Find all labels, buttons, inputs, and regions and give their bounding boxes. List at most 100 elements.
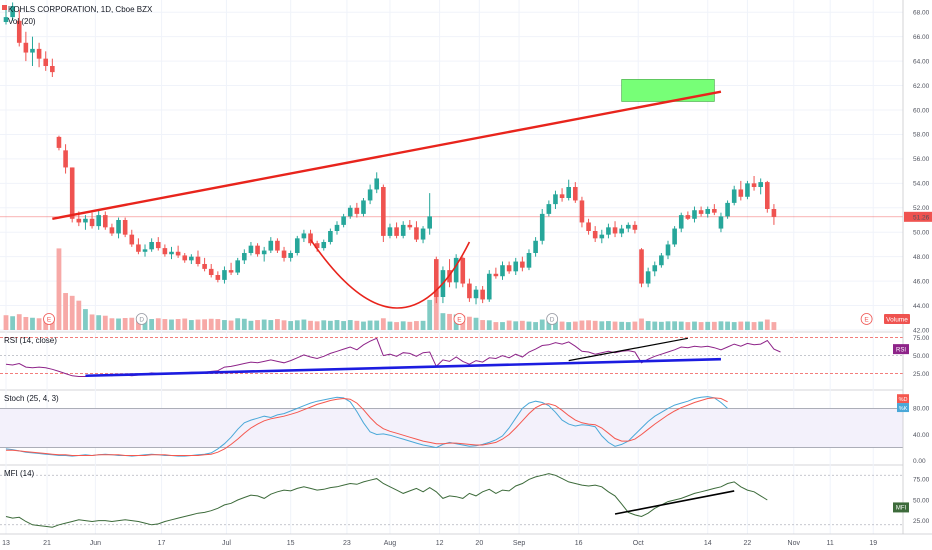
candle-body	[268, 240, 274, 251]
date-tick-label: 14	[704, 540, 712, 547]
indicator-tick-label: 50.00	[913, 353, 930, 360]
volume-bar	[579, 320, 585, 330]
volume-bar	[89, 314, 95, 330]
candle-body	[592, 231, 598, 239]
date-tick-label: 15	[287, 540, 295, 547]
event-marker-label: D	[550, 316, 555, 323]
stoch-k-badge	[897, 403, 909, 413]
volume-bar	[745, 321, 750, 330]
volume-bar	[738, 321, 744, 330]
price-tick-label: 56.00	[913, 156, 930, 163]
volume-bar	[36, 318, 42, 330]
date-tick-label: Sep	[513, 540, 526, 547]
event-marker-label: E	[457, 316, 462, 323]
candle-body	[341, 216, 346, 225]
date-tick-label: Nov	[788, 540, 801, 547]
volume-bar	[142, 318, 148, 330]
mfi-badge-label: MFI	[896, 506, 907, 512]
header-swatch-price	[2, 5, 7, 10]
volume-bar	[665, 321, 671, 330]
candle-body	[678, 215, 684, 229]
grid-lines	[0, 0, 932, 534]
date-tick-label: 20	[475, 540, 483, 547]
candle-body	[480, 289, 485, 300]
candle-body	[513, 261, 519, 272]
volume-bar	[619, 321, 625, 330]
volume-bar	[308, 320, 313, 330]
candle-body	[182, 255, 188, 261]
stoch-pane[interactable]: Stoch (25, 4, 3)	[0, 394, 903, 457]
candle-body	[652, 265, 658, 272]
candle-body	[420, 228, 426, 240]
volume-bar	[374, 320, 380, 330]
candle-body	[725, 202, 730, 217]
mfi-badge	[893, 502, 909, 513]
volume-bar	[486, 320, 492, 330]
date-tick-label: 21	[43, 540, 51, 547]
candle-body	[559, 194, 565, 198]
chart-title[interactable]: KOHLS CORPORATION, 1D, Cboe BZX	[8, 5, 153, 14]
mfi-pane[interactable]: MFI (14)	[0, 469, 903, 528]
candle-body	[195, 256, 201, 264]
volume-bar	[599, 321, 605, 330]
volume-bar	[387, 321, 393, 330]
candle-body	[10, 6, 15, 18]
indicator-tick-label: 25.00	[913, 518, 930, 525]
candle-body	[387, 227, 393, 236]
candle-body	[632, 224, 638, 230]
event-marker-label: E	[864, 316, 869, 323]
volume-bar	[625, 322, 631, 330]
candle-body	[625, 224, 631, 229]
volume-bar	[56, 248, 62, 330]
volume-title[interactable]: Vol (20)	[8, 17, 36, 26]
volume-bar	[427, 299, 433, 330]
candle-body	[50, 66, 55, 73]
candle-body	[96, 215, 101, 227]
volume-bar	[519, 320, 525, 330]
date-tick-label: 11	[827, 540, 834, 547]
volume-bar	[500, 322, 505, 330]
candle-body	[56, 136, 62, 148]
stoch-d-badge-label: %D	[899, 397, 908, 403]
candle-body	[427, 216, 432, 229]
date-axis[interactable]: 13 21 Jun 17 Jul 15 23 Aug 12 20 Sep 16 Oct 14 22 Nov 11…	[2, 540, 877, 547]
candle-body	[698, 210, 704, 214]
candle-body	[367, 189, 373, 201]
earnings-marker	[453, 313, 466, 325]
volume-bar	[23, 316, 29, 330]
candle-body	[738, 189, 744, 197]
date-tick-label: Oct	[633, 540, 644, 547]
candle-body	[685, 215, 691, 219]
volume-bar	[3, 315, 9, 330]
candle-body	[228, 270, 234, 273]
axis-labels: 68.00 66.00 64.00 62.00 60.00 58.00 56.00 54.00…	[884, 10, 932, 525]
candle-body	[116, 220, 121, 234]
volume-bar	[288, 321, 294, 330]
stoch-k-badge-label: %K	[899, 406, 908, 412]
candle-body	[242, 253, 247, 261]
volume-bar	[380, 318, 386, 330]
price-annotations[interactable]	[52, 79, 722, 309]
volume-bar	[433, 290, 439, 330]
volume-bar	[718, 321, 724, 330]
volume-bar	[751, 322, 757, 330]
volume-bar	[268, 320, 274, 330]
volume-bar	[493, 322, 499, 330]
volume-bar	[420, 320, 426, 330]
date-tick-label: 17	[158, 540, 166, 547]
volume-bar	[572, 321, 578, 330]
candle-body	[758, 182, 763, 187]
volume-bars	[3, 248, 777, 330]
volume-bar	[222, 320, 227, 330]
rsi-pane[interactable]: RSI (14, close)	[0, 336, 903, 378]
volume-bar	[49, 319, 55, 330]
volume-bar	[334, 320, 340, 330]
volume-bar	[354, 320, 360, 330]
price-tick-label: 50.00	[913, 230, 930, 237]
candle-body	[162, 248, 168, 255]
volume-bar	[394, 322, 399, 330]
candle-body	[526, 253, 532, 268]
